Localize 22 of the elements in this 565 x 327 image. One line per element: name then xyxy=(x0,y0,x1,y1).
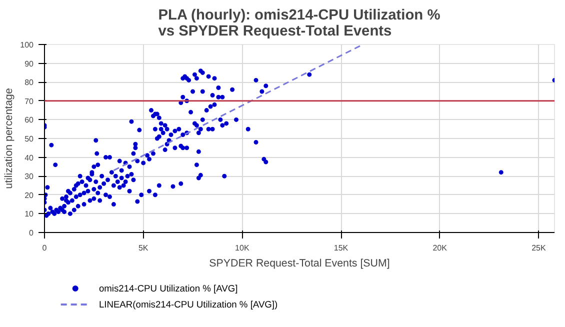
legend-label: omis214-CPU Utilization % [AVG] xyxy=(98,284,238,294)
y-axis-title: utilization percentage xyxy=(3,88,16,189)
y-tick-label: 30 xyxy=(24,172,34,182)
y-tick-label: 50 xyxy=(24,134,34,144)
legend-label: LINEAR(omis214-CPU Utilization % [AVG]) xyxy=(98,300,278,310)
x-tick-label: 5K xyxy=(138,244,149,252)
chart-title: PLA (hourly): omis214-CPU Utilization % vs SPYDER Request-Total Events xyxy=(158,8,440,40)
x-tick-label: 15K xyxy=(334,244,349,252)
x-axis-title: SPYDER Request-Total Events [SUM] xyxy=(209,258,390,270)
x-tick-label: 10K xyxy=(235,244,250,252)
y-tick-label: 80 xyxy=(24,78,34,88)
y-tick-label: 70 xyxy=(24,96,34,106)
x-tick-label: 0 xyxy=(42,244,48,252)
y-tick-label: 20 xyxy=(24,190,34,200)
y-tick-label: 40 xyxy=(24,153,34,162)
y-tick-label: 10 xyxy=(24,210,34,219)
y-tick-label: 0 xyxy=(29,228,34,238)
y-tick-label: 60 xyxy=(24,116,34,125)
x-tick-label: 25K xyxy=(532,244,546,252)
y-tick-label: 100 xyxy=(20,40,34,50)
x-tick-label: 20K xyxy=(432,244,448,252)
y-tick-label: 90 xyxy=(24,59,34,68)
